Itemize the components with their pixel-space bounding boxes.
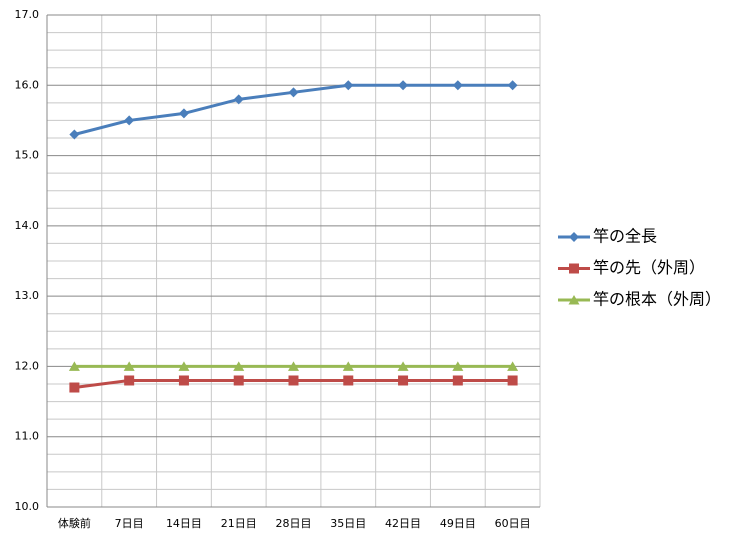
legend-label: 竿の根本（外周） xyxy=(593,290,721,309)
x-tick-label: 体験前 xyxy=(58,516,91,530)
y-tick-label: 16.0 xyxy=(15,78,40,91)
x-tick-label: 35日目 xyxy=(330,517,366,530)
marker xyxy=(568,295,580,305)
marker xyxy=(398,80,409,91)
marker xyxy=(507,361,519,371)
marker xyxy=(69,129,80,140)
marker xyxy=(288,361,299,371)
y-tick-label: 15.0 xyxy=(15,149,40,162)
y-tick-label: 12.0 xyxy=(15,359,40,372)
marker xyxy=(452,375,463,386)
marker xyxy=(342,361,354,371)
x-tick-label: 42日目 xyxy=(385,517,421,530)
marker xyxy=(343,375,354,386)
marker xyxy=(178,108,189,119)
x-tick-label: 7日目 xyxy=(115,517,144,530)
marker xyxy=(233,94,244,105)
legend-label: 竿の全長 xyxy=(593,227,657,246)
marker xyxy=(397,361,409,371)
x-tick-label: 28日目 xyxy=(276,517,312,530)
y-tick-label: 10.0 xyxy=(15,500,40,513)
marker xyxy=(124,375,135,386)
marker xyxy=(68,361,80,371)
legend-label: 竿の先（外周） xyxy=(593,258,705,277)
marker xyxy=(178,375,189,386)
y-tick-label: 17.0 xyxy=(15,8,40,21)
x-tick-label: 49日目 xyxy=(440,517,476,530)
marker xyxy=(233,375,244,386)
x-tick-label: 60日目 xyxy=(495,517,531,530)
y-tick-label: 14.0 xyxy=(15,219,40,232)
marker xyxy=(178,361,190,371)
marker xyxy=(288,375,299,386)
marker xyxy=(123,361,135,371)
marker xyxy=(69,382,80,393)
marker xyxy=(452,80,463,91)
marker xyxy=(507,375,518,386)
x-tick-label: 21日目 xyxy=(221,517,257,530)
y-tick-label: 11.0 xyxy=(15,430,40,443)
x-tick-label: 14日目 xyxy=(166,517,202,530)
y-tick-label: 13.0 xyxy=(15,289,40,302)
marker xyxy=(452,361,464,371)
marker xyxy=(343,80,354,91)
marker xyxy=(124,115,135,126)
marker xyxy=(233,361,245,371)
marker xyxy=(507,80,518,91)
marker xyxy=(569,232,579,242)
marker xyxy=(288,87,299,98)
marker xyxy=(569,263,579,274)
marker xyxy=(398,375,409,386)
